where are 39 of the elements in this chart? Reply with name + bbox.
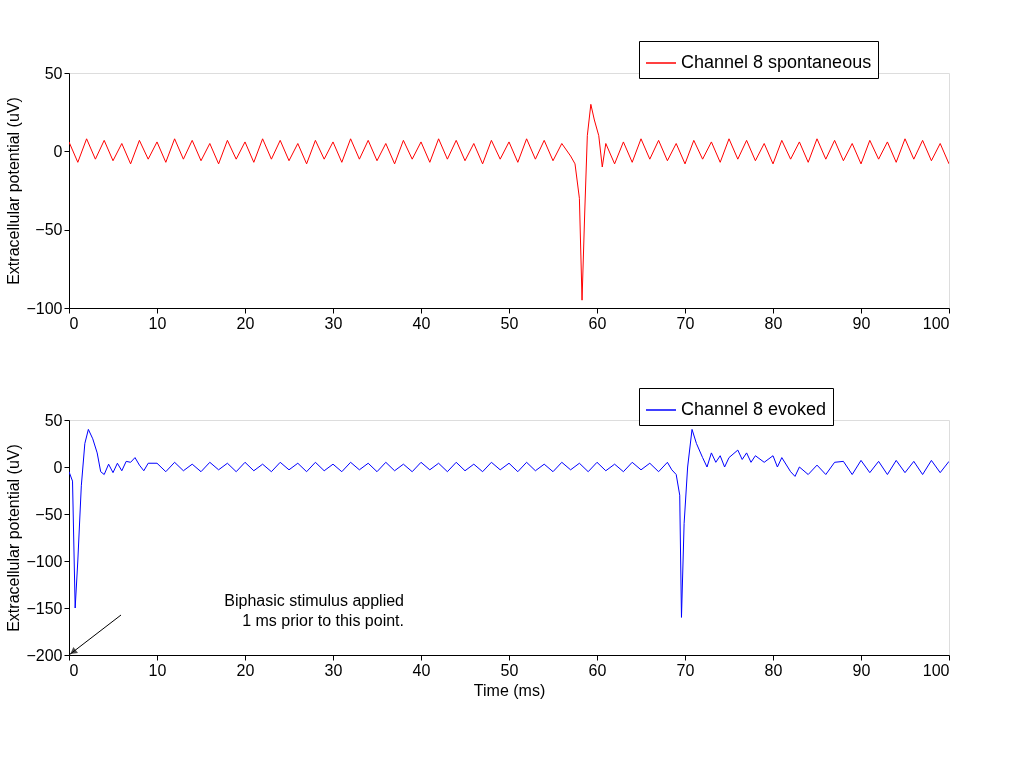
- x-tick-label: 20: [236, 661, 255, 679]
- x-tick-label: 10: [148, 314, 167, 332]
- x-axis-title: Time (ms): [473, 681, 546, 699]
- x-tick-label: 90: [852, 661, 871, 679]
- y-tick-label: 50: [44, 64, 63, 82]
- y-tick-label: 0: [53, 142, 63, 160]
- annotation: Biphasic stimulus applied 1 ms prior to this point.: [224, 592, 404, 629]
- y-tick-label: 50: [44, 411, 63, 429]
- y-tick-label: −100: [26, 552, 63, 570]
- x-tick-label: 90: [852, 314, 871, 332]
- x-tick-label: 10: [148, 661, 167, 679]
- x-tick-label: 70: [676, 314, 695, 332]
- legend-label: Channel 8 spontaneous: [681, 52, 872, 72]
- x-tick-label: 30: [324, 661, 343, 679]
- y-tick-label: −50: [35, 505, 63, 523]
- y-tick-label: −100: [26, 299, 63, 317]
- x-tick-label: 40: [412, 314, 431, 332]
- x-tick-label: 30: [324, 314, 343, 332]
- x-tick-label: 70: [676, 661, 695, 679]
- x-tick-label: 100: [922, 314, 950, 332]
- x-tick-label: 0: [69, 314, 79, 332]
- y-tick-label: −150: [26, 599, 63, 617]
- x-tick-label: 60: [588, 314, 607, 332]
- y-tick-label: −50: [35, 221, 63, 239]
- x-tick-label: 40: [412, 661, 431, 679]
- x-tick-label: 50: [500, 661, 519, 679]
- line-series: [69, 103, 949, 301]
- x-tick-label: 20: [236, 314, 255, 332]
- y-tick-label: 0: [53, 458, 63, 476]
- y-tick-label: −200: [26, 646, 63, 664]
- y-axis-title: Extracellular potential (uV): [5, 444, 23, 632]
- x-tick-label: 80: [764, 661, 783, 679]
- x-tick-label: 50: [500, 314, 519, 332]
- y-axis-title: Extracellular potential (uV): [5, 97, 23, 285]
- x-tick-label: 100: [922, 661, 950, 679]
- x-tick-label: 0: [69, 661, 79, 679]
- x-tick-label: 60: [588, 661, 607, 679]
- legend-label: Channel 8 evoked: [681, 399, 827, 419]
- x-tick-label: 80: [764, 314, 783, 332]
